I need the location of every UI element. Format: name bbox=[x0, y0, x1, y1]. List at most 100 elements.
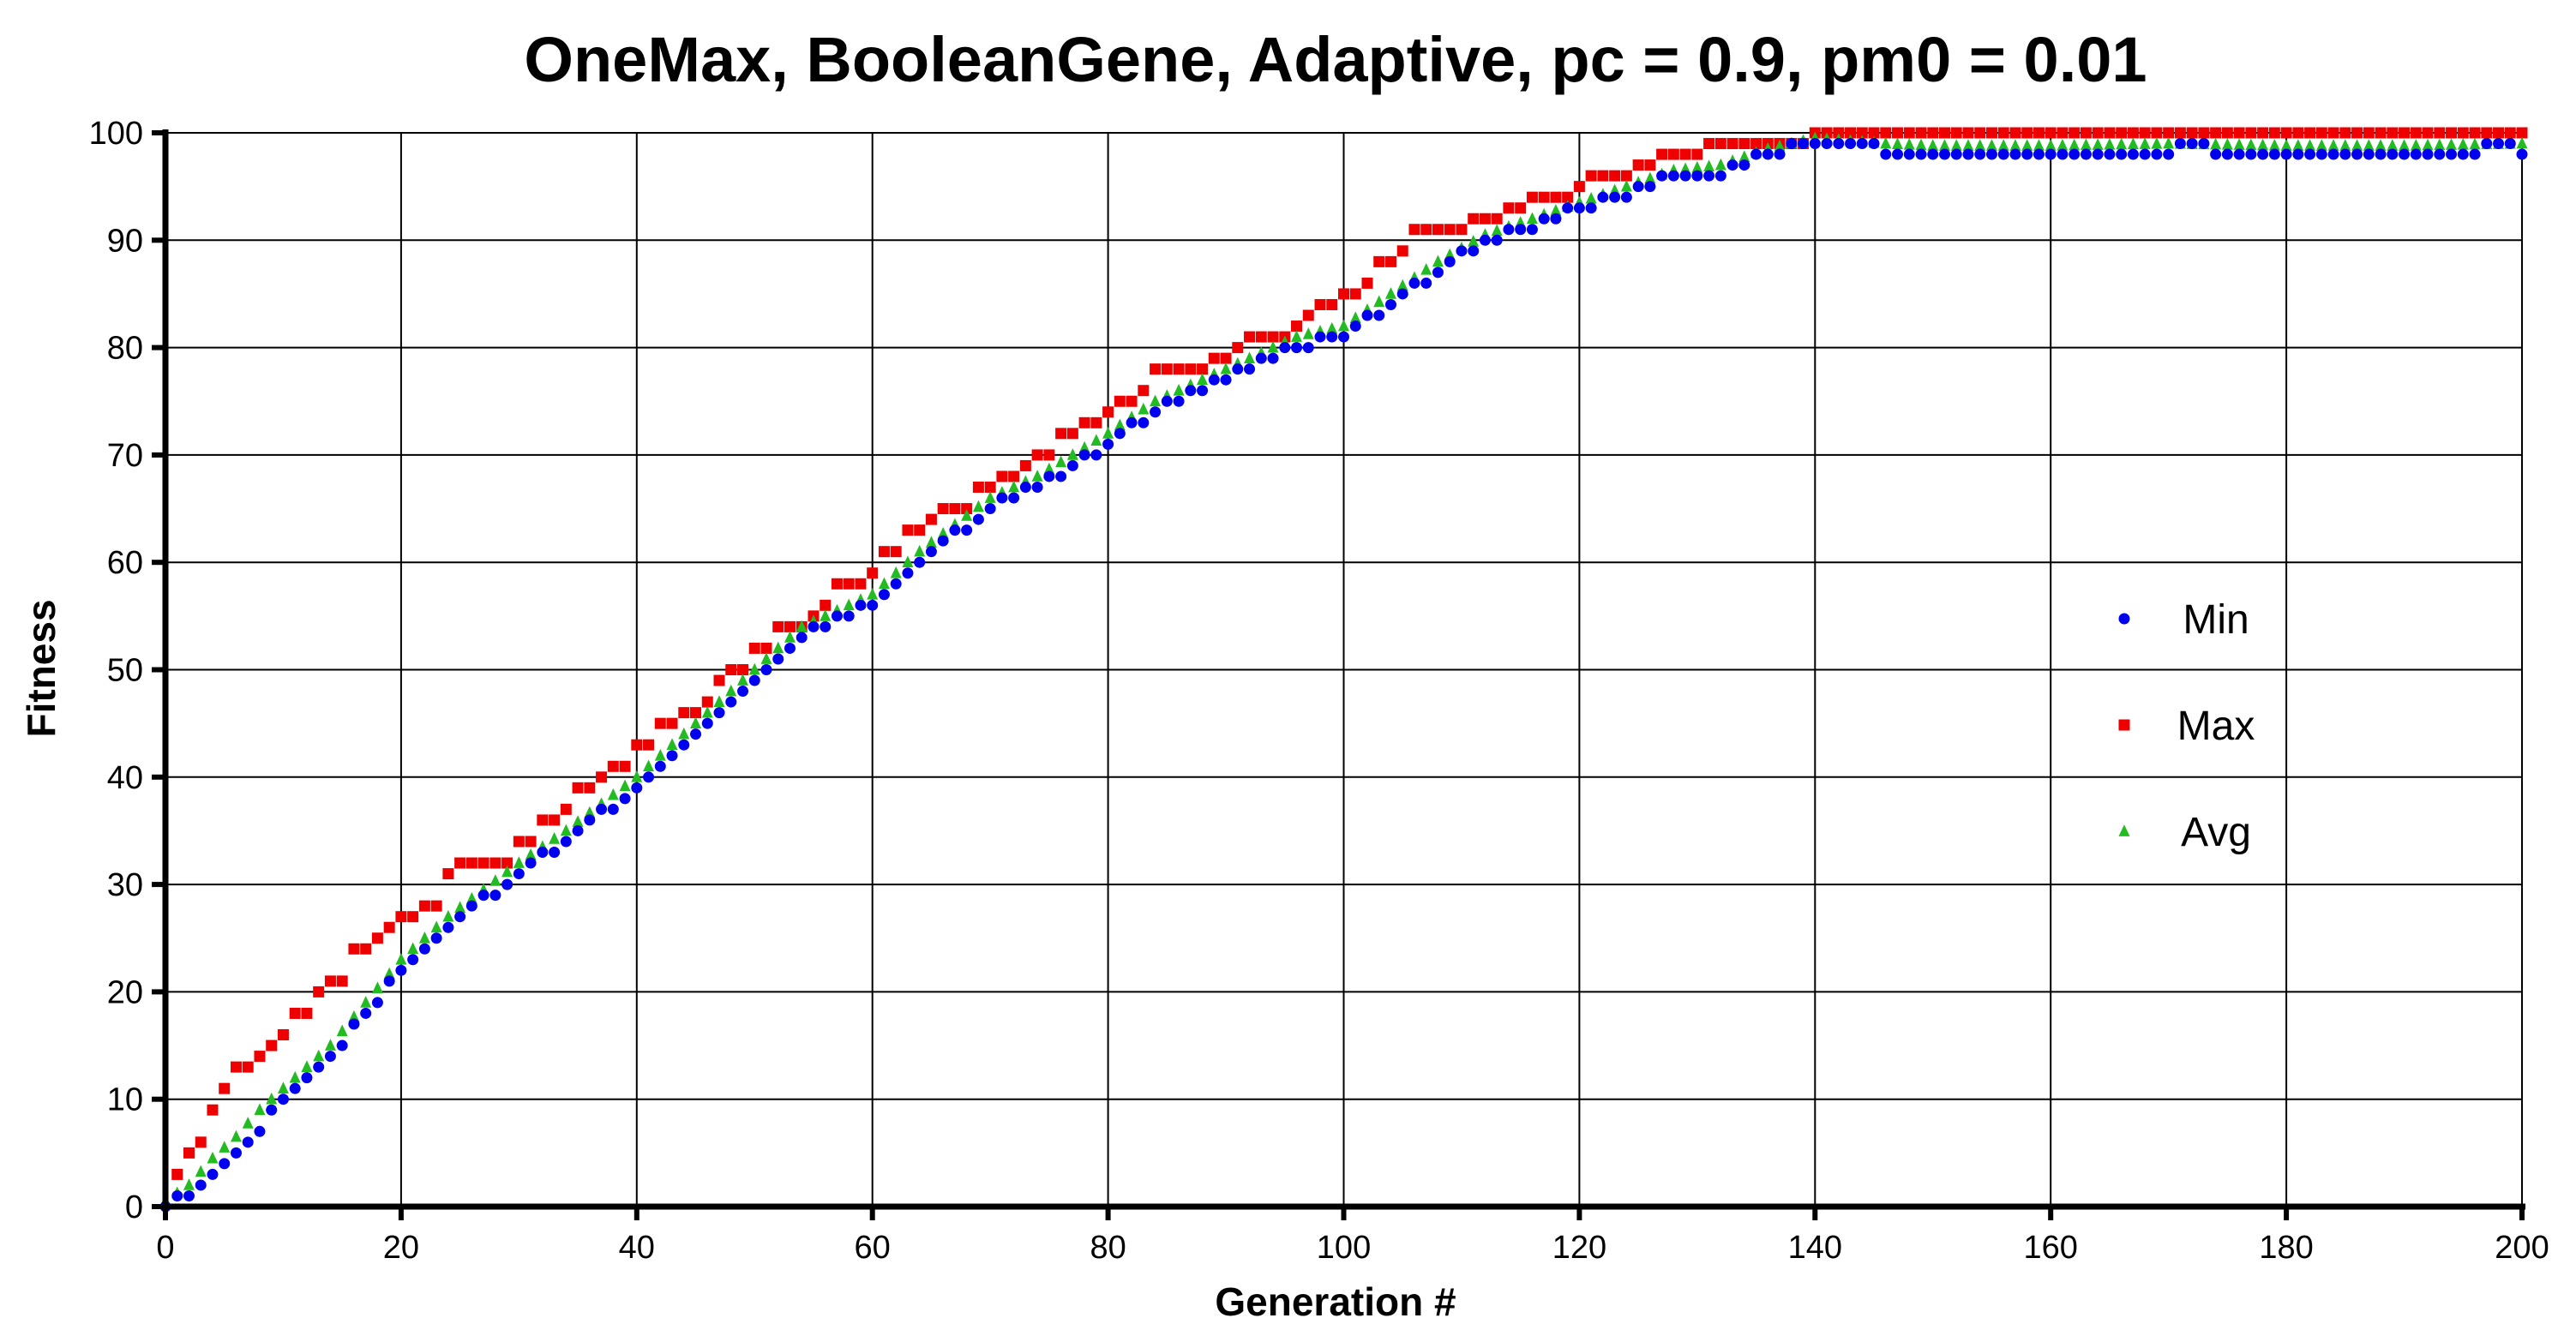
data-point-max bbox=[701, 696, 713, 708]
data-point-avg bbox=[2292, 139, 2304, 151]
data-point-max bbox=[1562, 191, 1574, 203]
data-point-max bbox=[2375, 127, 2387, 139]
data-point-min bbox=[454, 911, 466, 923]
data-point-min bbox=[831, 610, 843, 622]
data-point-max bbox=[1408, 224, 1420, 236]
data-point-avg bbox=[1714, 158, 1726, 171]
data-point-avg bbox=[207, 1151, 219, 1164]
data-point-min bbox=[1066, 459, 1078, 471]
data-point-avg bbox=[2151, 136, 2163, 149]
data-point-min bbox=[1267, 352, 1279, 364]
chart-title: OneMax, BooleanGene, Adaptive, pc = 0.9,… bbox=[524, 24, 2147, 95]
data-point-max bbox=[2257, 127, 2269, 139]
data-point-avg bbox=[666, 738, 678, 751]
data-point-max bbox=[878, 546, 890, 558]
data-point-max bbox=[2516, 127, 2528, 139]
data-point-avg bbox=[690, 716, 702, 728]
data-point-avg bbox=[2127, 137, 2139, 150]
data-point-avg bbox=[360, 996, 372, 1008]
data-point-min bbox=[890, 578, 902, 590]
data-point-max bbox=[1373, 255, 1385, 267]
data-point-min bbox=[619, 793, 631, 805]
data-point-min bbox=[925, 546, 937, 558]
data-point-min bbox=[1774, 148, 1786, 160]
data-point-min bbox=[171, 1189, 183, 1201]
data-point-min bbox=[254, 1125, 266, 1137]
data-point-max bbox=[631, 739, 643, 751]
data-point-min bbox=[713, 707, 725, 719]
data-point-max bbox=[690, 707, 702, 719]
data-point-min bbox=[1656, 170, 1668, 182]
data-point-min bbox=[2399, 148, 2411, 160]
data-point-min bbox=[1220, 374, 1232, 386]
data-point-max bbox=[1538, 191, 1550, 203]
y-tick-label: 100 bbox=[89, 116, 143, 152]
data-point-min bbox=[230, 1147, 242, 1159]
data-point-max bbox=[2021, 127, 2033, 139]
data-point-avg bbox=[442, 909, 454, 922]
legend-item-min: Min bbox=[2118, 597, 2249, 643]
data-point-max bbox=[1066, 428, 1078, 440]
data-point-avg bbox=[2434, 138, 2446, 151]
data-point-min bbox=[1408, 277, 1420, 289]
data-point-avg bbox=[1738, 150, 1750, 163]
data-point-avg bbox=[1997, 139, 2009, 151]
data-point-avg bbox=[336, 1024, 348, 1037]
data-point-avg bbox=[2210, 137, 2222, 150]
x-tick-label: 80 bbox=[1090, 1230, 1126, 1266]
data-point-max bbox=[430, 900, 442, 912]
data-point-avg bbox=[2457, 137, 2469, 150]
x-tick-label: 20 bbox=[383, 1230, 419, 1266]
data-point-max bbox=[2399, 127, 2411, 139]
data-point-avg bbox=[2080, 138, 2092, 151]
data-point-avg bbox=[560, 824, 572, 836]
data-point-max bbox=[2268, 127, 2280, 139]
data-point-min bbox=[878, 589, 890, 601]
data-point-min bbox=[430, 932, 442, 944]
data-point-max bbox=[336, 975, 348, 987]
data-point-avg bbox=[937, 526, 949, 539]
data-point-min bbox=[1078, 449, 1090, 461]
data-point-min bbox=[2127, 148, 2139, 160]
data-point-max bbox=[666, 717, 678, 729]
data-point-max bbox=[607, 760, 619, 772]
data-point-max bbox=[1244, 331, 1256, 343]
data-point-avg bbox=[914, 544, 926, 557]
y-tick-label: 50 bbox=[107, 653, 143, 689]
data-point-avg bbox=[1892, 137, 1904, 150]
data-point-min bbox=[2021, 148, 2033, 160]
data-point-max bbox=[266, 1039, 278, 1051]
data-point-min bbox=[1161, 395, 1173, 407]
data-point-min bbox=[760, 664, 772, 675]
data-point-min bbox=[1468, 245, 1480, 257]
data-point-min bbox=[1326, 331, 1338, 343]
data-point-min bbox=[1833, 138, 1845, 150]
data-point-max bbox=[678, 707, 690, 719]
data-point-min bbox=[1550, 213, 1562, 225]
data-point-max bbox=[867, 567, 879, 579]
data-point-avg bbox=[2339, 139, 2351, 151]
data-point-max bbox=[418, 900, 430, 912]
data-point-min bbox=[1008, 492, 1020, 504]
data-point-avg bbox=[1090, 434, 1102, 446]
data-point-min bbox=[1880, 148, 1892, 160]
data-point-min bbox=[1750, 148, 1762, 160]
data-point-max bbox=[1656, 148, 1668, 160]
data-point-avg bbox=[2069, 138, 2081, 151]
data-point-min bbox=[289, 1082, 301, 1094]
data-point-min bbox=[1856, 138, 1868, 150]
data-point-max bbox=[2116, 127, 2128, 139]
data-point-avg bbox=[867, 587, 879, 600]
data-point-min bbox=[2292, 148, 2304, 160]
data-point-min bbox=[1786, 138, 1798, 150]
data-point-avg bbox=[654, 748, 666, 761]
data-point-avg bbox=[2399, 139, 2411, 151]
data-point-avg bbox=[1373, 295, 1385, 308]
data-point-min bbox=[607, 803, 619, 815]
data-point-min bbox=[984, 503, 996, 515]
data-point-max bbox=[831, 578, 843, 590]
data-point-min bbox=[1361, 309, 1373, 321]
data-point-max bbox=[2304, 127, 2316, 139]
y-tick-label: 30 bbox=[107, 867, 143, 903]
